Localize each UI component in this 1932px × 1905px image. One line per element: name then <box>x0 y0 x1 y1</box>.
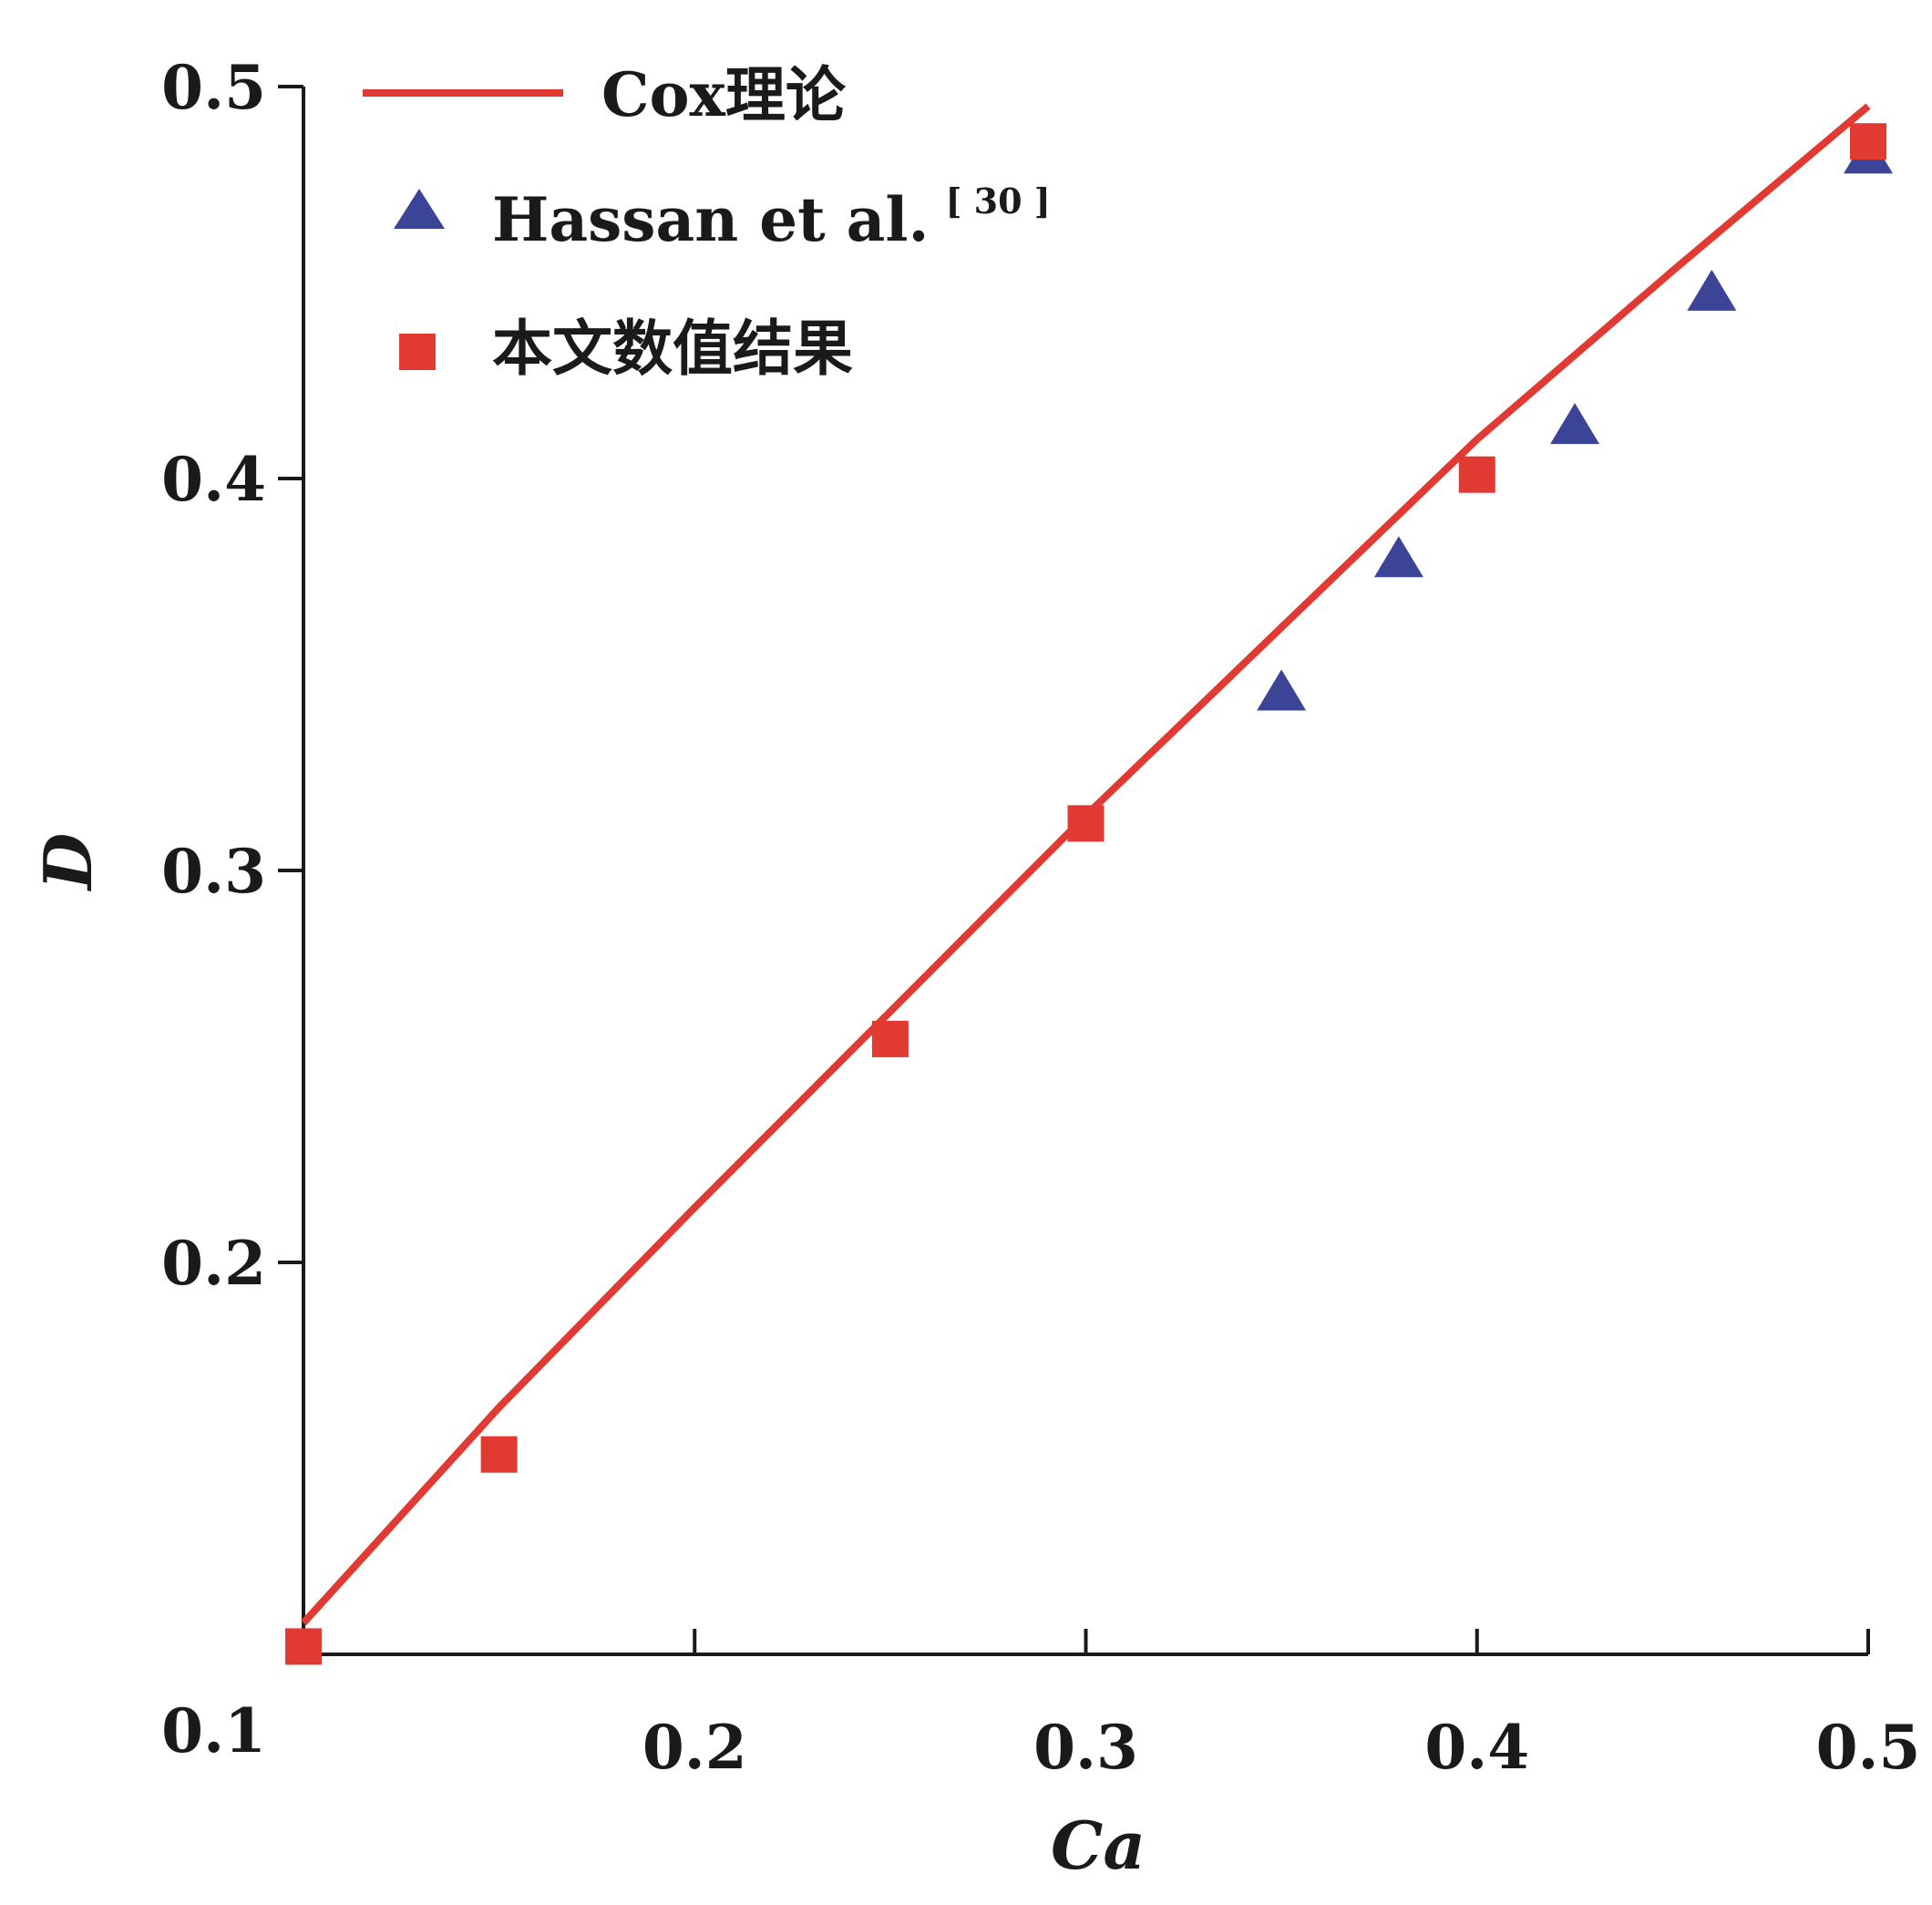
hassan-triangle-point <box>1373 536 1423 578</box>
legend-triangle-swatch <box>394 189 445 229</box>
y-axis-title: D <box>29 833 107 891</box>
hassan-triangle-point <box>1550 403 1600 445</box>
x-tick-label: 0.2 <box>642 1712 747 1783</box>
legend-label-numerical: 本文数值结果 <box>492 313 853 384</box>
origin-tick-label: 0.1 <box>161 1695 266 1766</box>
numerical-square-point <box>1458 456 1495 493</box>
legend-label-hassan-ref: [ 30 ] <box>945 180 1050 221</box>
legend-label-hassan: Hassan et al. [ 30 ] <box>492 180 1051 255</box>
hassan-triangle-point <box>1257 669 1307 711</box>
legend-square-swatch <box>399 334 436 370</box>
x-tick-label: 0.5 <box>1816 1712 1921 1783</box>
numerical-square-point <box>1850 123 1886 160</box>
numerical-square-point <box>480 1436 518 1473</box>
legend: Cox理论 Hassan et al. [ 30 ] 本文数值结果 <box>363 59 1051 384</box>
axis-ticks <box>278 85 1870 1654</box>
y-tick-label: 0.5 <box>161 52 266 123</box>
y-tick-label: 0.2 <box>161 1228 266 1299</box>
numerical-square-point <box>871 1020 909 1057</box>
legend-label-hassan-name: Hassan et al. <box>492 184 929 255</box>
tick-labels: 0.2 0.3 0.4 0.5 0.2 0.3 0.4 0.5 0.1 <box>161 52 1920 1783</box>
y-tick-label: 0.4 <box>161 444 266 515</box>
data-points <box>285 123 1893 1665</box>
x-axis-title: Ca <box>1051 1807 1146 1884</box>
legend-label-cox: Cox理论 <box>601 59 847 130</box>
numerical-square-point <box>285 1628 322 1665</box>
x-tick-label: 0.4 <box>1424 1712 1529 1783</box>
numerical-square-point <box>1067 805 1105 842</box>
hassan-triangle-point <box>1687 269 1737 311</box>
y-tick-label: 0.3 <box>161 836 266 907</box>
x-tick-label: 0.3 <box>1033 1712 1138 1783</box>
